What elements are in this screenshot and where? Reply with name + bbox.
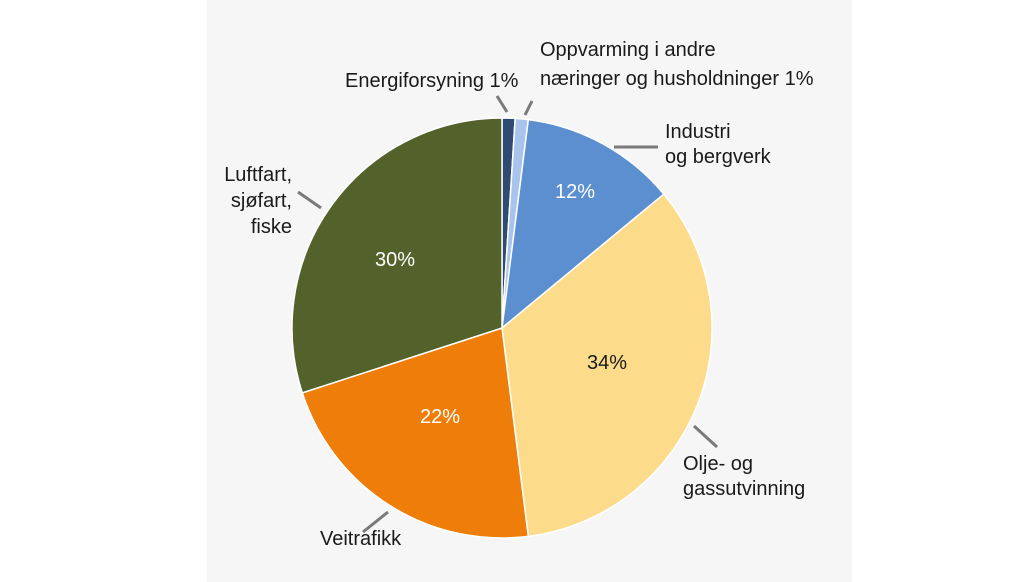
slice-category-label-line: fiske	[251, 216, 292, 238]
slice-category-label: Luftfart, sjøfart, fiske	[224, 164, 292, 238]
leader-line	[495, 95, 509, 113]
slice-category-label-line: Oppvarming i andre	[540, 39, 716, 61]
slice-category-label: Veitrafikk	[320, 528, 402, 550]
slice-category-label: Energiforsyning 1%	[345, 70, 519, 92]
slice-category-label: Olje- og gassutvinning	[683, 453, 805, 500]
leader-line	[362, 510, 389, 534]
slice-category-label-line: Veitrafikk	[320, 528, 402, 550]
slice-category-label-line: Energiforsyning 1%	[345, 70, 519, 92]
slice-percent-label: 34%	[587, 352, 627, 374]
slice-category-label-line: næringer og husholdninger 1%	[540, 68, 814, 90]
slice-category-label-line: sjøfart,	[231, 190, 292, 212]
pie-slice	[301, 327, 530, 539]
leader-line	[297, 190, 322, 210]
slice-category-label-line: Olje- og	[683, 453, 753, 475]
slice-percent-label: 22%	[420, 406, 460, 428]
slice-category-label-line: Luftfart,	[224, 164, 292, 186]
pie-slice	[291, 117, 503, 394]
slice-category-label-line: og bergverk	[665, 146, 772, 168]
slice-category-label-line: Industri	[665, 121, 731, 143]
pie-slice	[501, 193, 713, 538]
leader-line	[523, 100, 534, 116]
leader-line	[692, 424, 719, 449]
slice-category-label-line: gassutvinning	[683, 478, 805, 500]
slice-category-label: Oppvarming i andre næringer og husholdnin…	[540, 39, 814, 90]
slice-percent-label: 30%	[375, 249, 415, 271]
pie-slice	[501, 118, 665, 330]
slice-category-label: Industri og bergverk	[665, 121, 772, 168]
slice-percent-label: 12%	[555, 181, 595, 203]
